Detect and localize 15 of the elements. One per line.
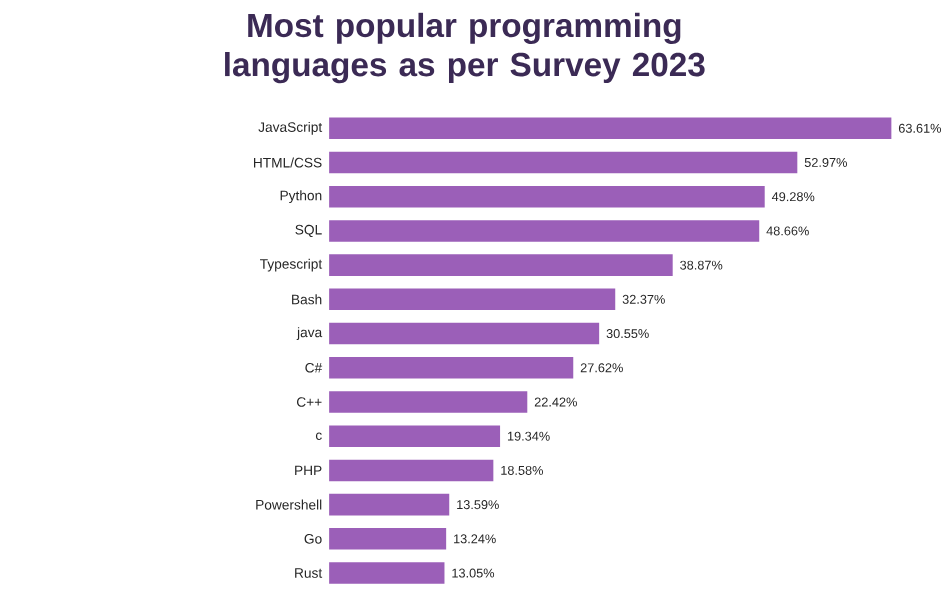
bar — [329, 494, 450, 516]
bar — [329, 220, 760, 242]
bar — [329, 391, 528, 414]
bar — [329, 288, 616, 311]
chart-title: Most popular programming languages as per Survey 2023 — [225, 13, 705, 84]
bar — [329, 254, 673, 277]
bar — [329, 528, 447, 550]
bar — [329, 425, 501, 448]
bar — [329, 323, 600, 345]
bar — [329, 562, 445, 585]
bar — [329, 186, 765, 208]
bar — [329, 357, 574, 379]
bar — [329, 459, 494, 482]
bar — [329, 151, 798, 174]
bar — [329, 117, 892, 140]
